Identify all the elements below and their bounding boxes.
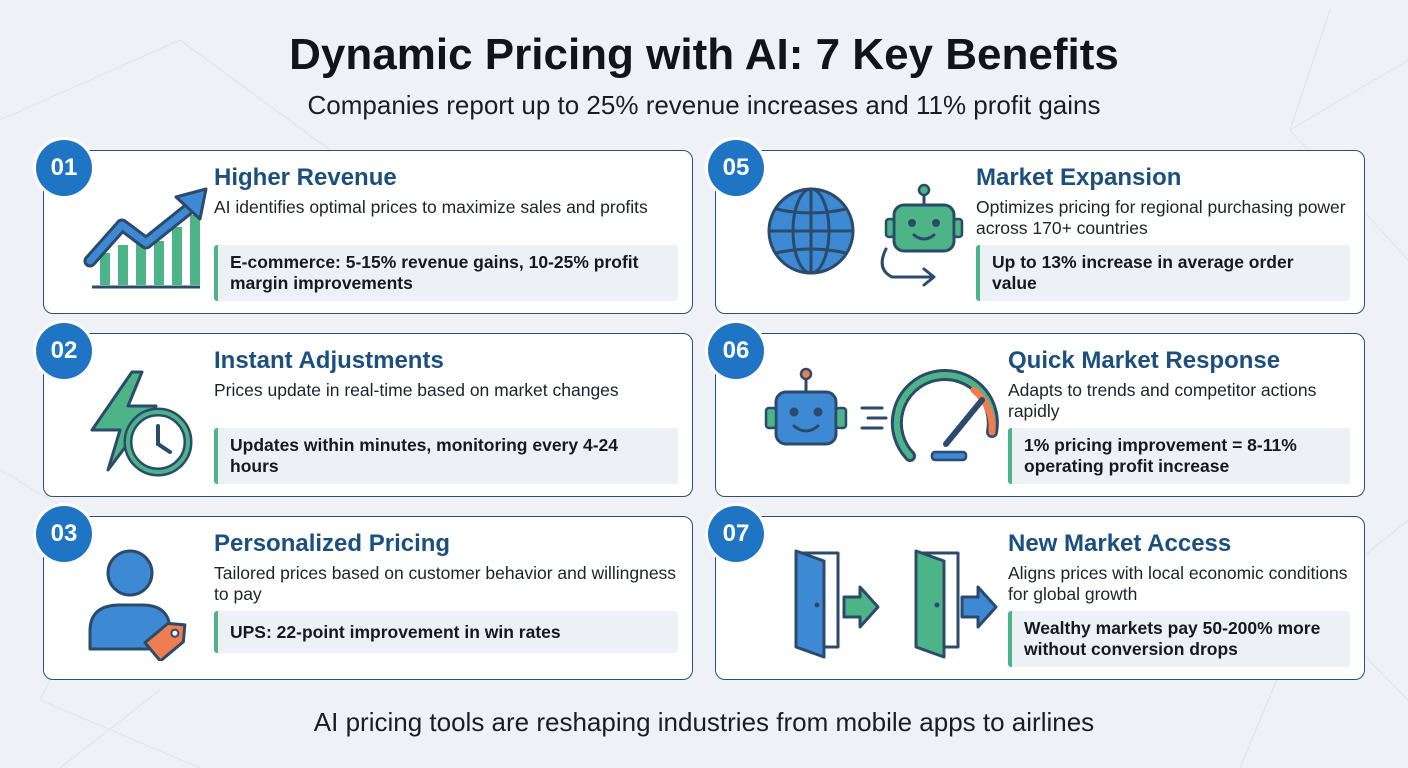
benefit-card-market-expansion: Market Expansion Optimizes pricing for r…: [715, 150, 1365, 314]
benefit-stat: Wealthy markets pay 50-200% more without…: [1008, 611, 1350, 667]
badge-03: 03: [36, 506, 92, 562]
badge-02: 02: [36, 323, 92, 379]
user-price-tag-icon: [64, 531, 214, 663]
benefit-title: New Market Access: [1008, 530, 1232, 557]
benefit-card-quick-market-response: Quick Market Response Adapts to trends a…: [715, 333, 1365, 497]
benefit-title: Higher Revenue: [214, 164, 397, 191]
lightning-clock-icon: [64, 348, 214, 478]
benefit-card-new-market-access: New Market Access Aligns prices with loc…: [715, 516, 1365, 680]
benefit-stat: Updates within minutes, monitoring every…: [214, 428, 678, 484]
benefit-description: Prices update in real-time based on mark…: [214, 380, 619, 400]
benefit-card-higher-revenue: Higher Revenue AI identifies optimal pri…: [43, 150, 693, 314]
footer-text: AI pricing tools are reshaping industrie…: [313, 707, 1095, 737]
benefit-description: Optimizes pricing for regional purchasin…: [976, 197, 1346, 238]
page-subtitle: Companies report up to 25% revenue incre…: [307, 90, 1101, 120]
benefit-description: Tailored prices based on customer behavi…: [214, 563, 677, 604]
benefit-description: Aligns prices with local economic condit…: [1008, 563, 1348, 604]
door-entry-icon: [736, 531, 1006, 661]
page-title: Dynamic Pricing with AI: 7 Key Benefits: [289, 30, 1119, 79]
rising-chart-icon: [64, 165, 214, 295]
badge-05: 05: [708, 140, 764, 196]
benefit-title: Personalized Pricing: [214, 530, 451, 557]
benefit-title: Instant Adjustments: [214, 347, 444, 374]
benefit-title: Market Expansion: [976, 164, 1182, 191]
globe-robot-icon: [736, 165, 966, 295]
benefit-stat: E-commerce: 5-15% revenue gains, 10-25% …: [214, 245, 678, 301]
benefit-description: AI identifies optimal prices to maximize…: [214, 197, 648, 217]
benefit-stat: Up to 13% increase in average order valu…: [976, 245, 1350, 301]
benefit-stat: UPS: 22-point improvement in win rates: [214, 611, 678, 653]
badge-01: 01: [36, 140, 92, 196]
badge-06: 06: [708, 323, 764, 379]
benefit-card-instant-adjustments: Instant Adjustments Prices update in rea…: [43, 333, 693, 497]
benefit-card-personalized-pricing: Personalized Pricing Tailored prices bas…: [43, 516, 693, 680]
benefit-stat: 1% pricing improvement = 8-11% operating…: [1008, 428, 1350, 484]
benefit-title: Quick Market Response: [1008, 347, 1281, 374]
badge-07: 07: [708, 506, 764, 562]
benefit-description: Adapts to trends and competitor actions …: [1008, 380, 1317, 421]
robot-speedometer-icon: [736, 348, 1006, 478]
